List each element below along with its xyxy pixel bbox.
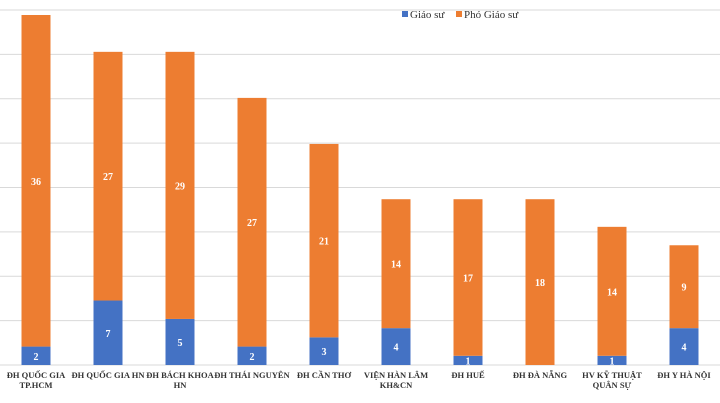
data-label-giao-su: 3 [322, 347, 327, 358]
bar-pho-giao-su [165, 51, 195, 319]
bar-pho-giao-su [93, 51, 123, 301]
bar-pho-giao-su [21, 15, 51, 347]
bar-pho-giao-su [309, 143, 339, 338]
category-label: QUÂN SỰ [593, 380, 632, 390]
category-label: ĐH BÁCH KHOA [146, 370, 214, 380]
bar-giao-su [237, 346, 267, 365]
bar-pho-giao-su [237, 97, 267, 347]
legend: Giáo sư Phó Giáo sư [402, 9, 519, 21]
bar-giao-su [669, 328, 699, 365]
bar-giao-su [165, 318, 195, 365]
legend-swatch-giao-su [402, 11, 408, 17]
legend-label-giao-su: Giáo sư [410, 9, 445, 21]
bar-pho-giao-su [597, 226, 627, 356]
data-label-pho-giao-su: 18 [535, 278, 545, 289]
category-label: KH&CN [380, 380, 413, 390]
data-labels: 2 36 7 27 5 29 2 27 3 21 4 14 1 17 18 1 14 4 9 [31, 172, 687, 367]
data-label-pho-giao-su: 27 [247, 218, 257, 229]
data-label-pho-giao-su: 29 [175, 181, 185, 192]
bar-giao-su [21, 346, 51, 365]
category-label: ĐH HUẾ [451, 370, 485, 380]
category-label: ĐH QUỐC GIA HN [72, 370, 146, 380]
data-label-pho-giao-su: 17 [463, 274, 473, 285]
data-label-pho-giao-su: 36 [31, 177, 41, 188]
category-label: HV KỸ THUẬT [582, 370, 642, 380]
data-label-giao-su: 4 [394, 343, 399, 354]
category-label: ĐH ĐÀ NẴNG [513, 370, 568, 380]
data-label-giao-su: 2 [34, 352, 39, 363]
category-label: HN [174, 380, 188, 390]
data-label-pho-giao-su: 14 [391, 260, 401, 271]
data-label-giao-su: 5 [178, 338, 183, 349]
data-label-pho-giao-su: 9 [682, 283, 687, 294]
legend-label-pho-giao-su: Phó Giáo sư [464, 9, 519, 21]
category-label: ĐH CẦN THƠ [297, 370, 352, 380]
bar-giao-su [597, 355, 627, 365]
category-label: TP.HCM [20, 380, 53, 390]
bar-pho-giao-su [669, 245, 699, 329]
data-label-pho-giao-su: 21 [319, 237, 329, 248]
data-label-giao-su: 1 [466, 356, 471, 367]
bar-giao-su [381, 328, 411, 365]
category-label: ĐH Y HÀ NỘI [657, 370, 711, 380]
category-label: ĐH QUỐC GIA [7, 370, 66, 380]
data-label-pho-giao-su: 27 [103, 172, 113, 183]
data-label-giao-su: 1 [610, 356, 615, 367]
bar-giao-su [309, 337, 339, 365]
bar-pho-giao-su [525, 199, 555, 365]
legend-swatch-pho-giao-su [456, 11, 462, 17]
data-label-pho-giao-su: 14 [607, 287, 617, 298]
data-label-giao-su: 2 [250, 352, 255, 363]
bar-pho-giao-su [381, 199, 411, 329]
data-label-giao-su: 4 [682, 343, 687, 354]
category-label: ĐH THÁI NGUYÊN [214, 370, 290, 380]
bars [21, 15, 699, 365]
bar-giao-su [453, 355, 483, 365]
bar-pho-giao-su [453, 199, 483, 356]
bar-giao-su [93, 300, 123, 365]
category-label: VIỆN HÀN LÂM [364, 370, 428, 380]
data-label-giao-su: 7 [106, 329, 111, 340]
